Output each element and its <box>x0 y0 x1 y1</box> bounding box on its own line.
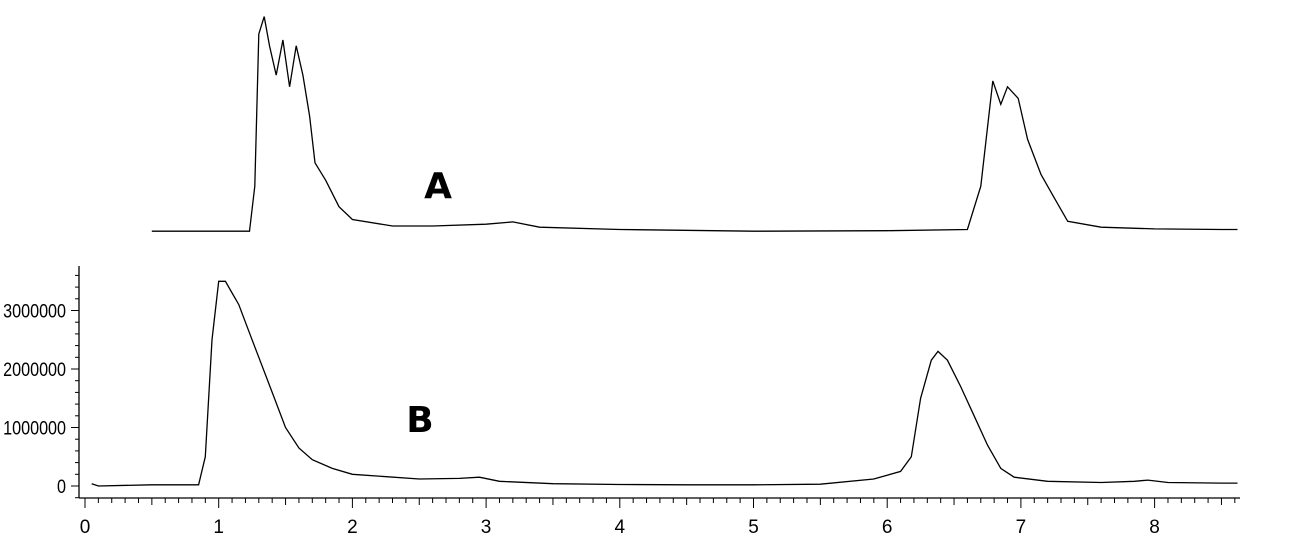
upper-trace-panel: A <box>151 16 1238 232</box>
lower-trace-panel: 0 1000000 2000000 3000000 0 1 2 3 4 5 6 7 8 B <box>3 266 1240 538</box>
x-tick-label: 0 <box>80 517 91 538</box>
x-tick-label: 5 <box>748 517 759 538</box>
trace-b-line <box>91 280 1238 487</box>
trace-a-label: A <box>424 166 452 207</box>
trace-b-label: B <box>406 400 433 441</box>
y-tick-label: 3000000 <box>3 300 66 322</box>
x-tick-label: 1 <box>213 517 224 538</box>
x-tick-label: 4 <box>615 517 626 538</box>
x-tick-label: 6 <box>882 517 893 538</box>
trace-a-line <box>151 16 1238 232</box>
x-tick-label: 2 <box>347 517 358 538</box>
x-axis-ticks: 0 1 2 3 4 5 6 7 8 <box>80 498 1236 538</box>
x-tick-label: 8 <box>1149 517 1160 538</box>
y-tick-label: 1000000 <box>3 417 66 439</box>
x-tick-label: 3 <box>481 517 492 538</box>
y-tick-label: 2000000 <box>3 359 66 381</box>
x-tick-label: 7 <box>1016 517 1027 538</box>
y-axis-ticks: 0 1000000 2000000 3000000 <box>3 274 79 499</box>
y-tick-label: 0 <box>57 476 66 498</box>
